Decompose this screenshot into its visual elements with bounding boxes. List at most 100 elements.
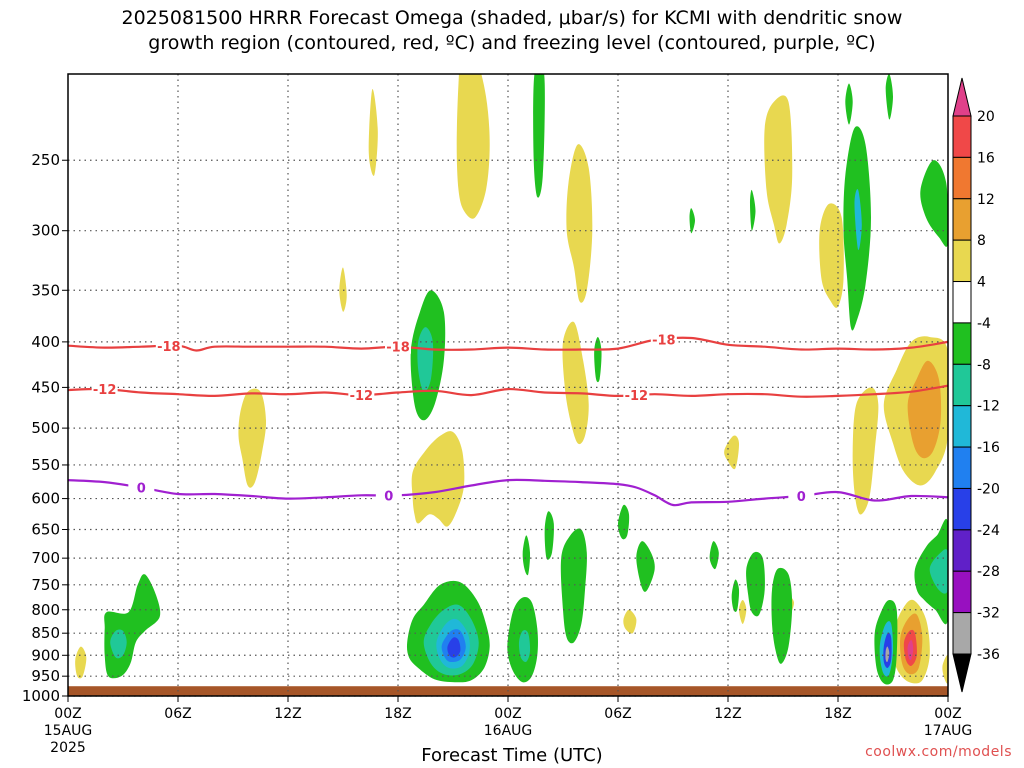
colorbar-top-arrow <box>952 77 972 117</box>
omega-region <box>417 327 434 392</box>
omega-region <box>110 629 127 659</box>
contour-label: 0 <box>797 490 806 505</box>
colorbar-swatch <box>952 570 972 614</box>
y-axis: 250 300 350 400 450 500 550 600 650 700 750 800 850 9… <box>22 151 68 705</box>
colorbar-swatch <box>952 487 972 531</box>
colorbar-swatch <box>952 612 972 655</box>
x-axis-title: Forecast Time (UTC) <box>421 745 603 766</box>
contour-label: -18 <box>386 341 410 356</box>
colorbar-swatch <box>952 363 972 407</box>
omega-shading <box>75 74 948 685</box>
contour-label: -12 <box>625 389 649 404</box>
colorbar-label: -24 <box>977 523 1000 539</box>
omega-region <box>819 203 844 308</box>
colorbar-swatch <box>952 322 972 365</box>
omega-region <box>771 567 793 664</box>
colorbar-label: -8 <box>977 357 991 373</box>
chart-title: 2025081500 HRRR Forecast Omega (shaded, … <box>121 7 903 54</box>
omega-region <box>594 337 602 383</box>
x-tick-label: 06Z <box>604 706 631 722</box>
y-tick-label: 250 <box>31 151 60 169</box>
omega-region <box>854 189 862 250</box>
omega-region <box>929 549 948 594</box>
contour-label: -12 <box>93 383 117 398</box>
colorbar-swatch <box>952 405 972 448</box>
omega-region <box>746 551 765 617</box>
omega-region <box>920 160 948 247</box>
omega-region <box>764 95 793 244</box>
colorbar-bottom-arrow <box>952 653 972 693</box>
colorbar-swatch <box>952 446 972 489</box>
y-tick-label: 450 <box>31 378 60 396</box>
omega-region <box>907 360 942 459</box>
omega-region <box>731 579 740 612</box>
omega-region <box>566 144 593 303</box>
y-tick-label: 500 <box>31 419 60 437</box>
y-tick-label: 700 <box>31 549 60 567</box>
x-tick-label: 00Z <box>494 706 521 722</box>
omega-region <box>75 646 87 679</box>
x-tick-label: 12Z <box>274 706 301 722</box>
contour-label-bg <box>385 339 411 354</box>
colorbar-label: -20 <box>977 481 1000 497</box>
y-tick-label: 600 <box>31 490 60 508</box>
contour-label: 0 <box>137 481 146 496</box>
colorbar-label: -28 <box>977 564 1000 580</box>
x-tick-label: 12Z <box>714 706 741 722</box>
colorbar-label: -32 <box>977 606 1000 622</box>
omega-region <box>533 74 545 198</box>
omega-region <box>518 630 531 662</box>
colorbar-swatch <box>952 198 972 241</box>
y-tick-label: 400 <box>31 333 60 351</box>
contour-label-bg <box>623 388 650 403</box>
colorbar-label: 4 <box>977 275 986 291</box>
contour-label: -18 <box>652 333 676 348</box>
colorbar-swatch <box>952 239 972 283</box>
y-tick-label: 1000 <box>22 687 60 705</box>
y-tick-label: 750 <box>31 576 60 594</box>
contour-label: 0 <box>384 489 393 504</box>
omega-region <box>689 208 695 234</box>
omega-region <box>885 646 890 663</box>
x-tick-date: 16AUG <box>484 723 533 739</box>
omega-region <box>709 541 719 570</box>
omega-region <box>544 511 554 560</box>
omega-region <box>456 74 490 219</box>
contour-label-bg <box>348 388 375 403</box>
omega-region <box>907 639 914 661</box>
y-tick-label: 550 <box>31 456 60 474</box>
x-tick-label: 18Z <box>384 706 411 722</box>
y-tick-label: 950 <box>31 667 60 685</box>
contour-label-bg <box>650 332 677 347</box>
omega-region <box>562 321 589 445</box>
omega-region <box>885 74 893 120</box>
contour-labels: -18 -18 -18 -12 -12 -12 0 0 0 <box>91 332 815 505</box>
colorbar-swatch <box>952 156 972 200</box>
y-tick-label: 350 <box>31 281 60 299</box>
y-tick-label: 900 <box>31 646 60 664</box>
colorbar-label: -16 <box>977 440 1000 456</box>
colorbar-label: -36 <box>977 647 1000 663</box>
omega-region <box>339 267 347 312</box>
omega-region <box>845 83 853 125</box>
omega-region <box>852 387 879 515</box>
contour-label-bg <box>155 338 182 353</box>
contour-line <box>68 336 948 352</box>
x-tick-label: 00Z <box>54 706 81 722</box>
x-tick-label: 06Z <box>164 706 191 722</box>
omega-region <box>560 528 587 644</box>
contour-line <box>68 384 948 398</box>
contour-label: -18 <box>157 340 181 355</box>
omega-region <box>636 541 655 592</box>
omega-region <box>447 637 461 658</box>
omega-region <box>739 600 747 624</box>
colorbar-label: 20 <box>977 109 995 125</box>
omega-region <box>617 504 630 540</box>
x-tick-date: 15AUG <box>44 723 93 739</box>
colorbar-label: 12 <box>977 192 995 208</box>
omega-region <box>411 431 465 527</box>
colorbar-label: 16 <box>977 150 995 166</box>
omega-region <box>750 189 756 231</box>
